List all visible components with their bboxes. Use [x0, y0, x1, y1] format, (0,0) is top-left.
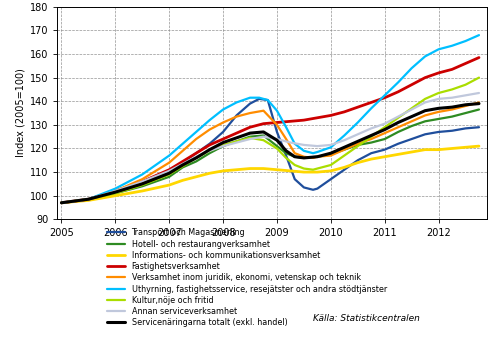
Text: Källa: Statistikcentralen: Källa: Statistikcentralen [313, 314, 420, 323]
Y-axis label: Index (2005=100): Index (2005=100) [15, 69, 25, 157]
Legend: Transport och Magasinerling, Hotell- och restaurangverksamhet, Informations- och: Transport och Magasinerling, Hotell- och… [107, 228, 387, 327]
